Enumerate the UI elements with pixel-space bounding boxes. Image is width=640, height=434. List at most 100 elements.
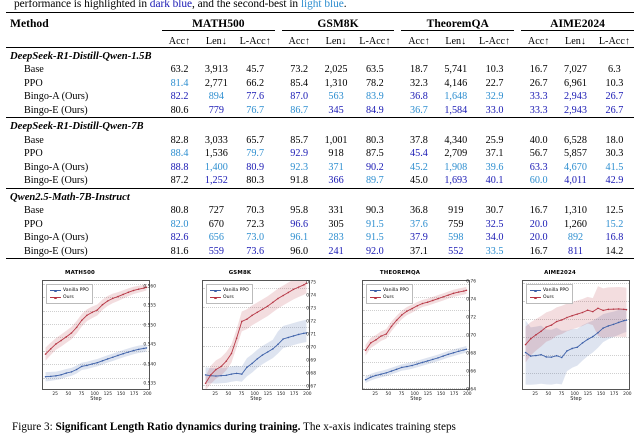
table-cell: 26.7 xyxy=(529,77,548,89)
data-point xyxy=(416,363,419,365)
table-cell: 33.0 xyxy=(485,105,504,117)
data-point xyxy=(406,310,408,312)
y-axis-tick-label: 0.76 xyxy=(466,279,476,285)
table-cell: 60.0 xyxy=(529,175,548,187)
table-cell: 91.8 xyxy=(290,175,309,187)
data-point xyxy=(452,352,455,354)
confidence-band xyxy=(525,308,627,385)
table-cell: 1,584 xyxy=(444,105,468,117)
x-axis-tick-label: 25 xyxy=(532,392,538,397)
data-point xyxy=(411,307,413,310)
confidence-band xyxy=(205,319,307,384)
data-point xyxy=(463,349,465,351)
table-cell: 10.3 xyxy=(605,77,624,89)
data-point xyxy=(305,282,308,285)
table-cell: 88.8 xyxy=(170,161,189,173)
x-axis-tick-label: 150 xyxy=(116,392,126,397)
data-point xyxy=(400,314,403,316)
table-cell: 811 xyxy=(568,245,583,257)
figure-gsm8k: GSM8K 0.535 0.540 0.545 0.550 0.555 0.560 Vanil… xyxy=(143,268,320,418)
table-cell: 18.0 xyxy=(605,134,624,146)
gridline xyxy=(203,365,309,367)
data-point xyxy=(96,361,99,364)
data-point xyxy=(122,293,124,296)
header-gap xyxy=(394,13,401,31)
gridline xyxy=(203,287,309,289)
data-point xyxy=(225,374,228,377)
data-point xyxy=(75,326,78,329)
data-point xyxy=(524,343,527,346)
data-point xyxy=(442,355,444,357)
table-cell: 40.0 xyxy=(529,134,548,146)
table-cell: 241 xyxy=(328,245,344,257)
data-point xyxy=(421,302,424,305)
table-cell: 7,027 xyxy=(564,64,587,76)
gridline xyxy=(43,323,149,325)
data-point xyxy=(137,348,140,351)
subheader-len-3: Len↓ xyxy=(565,36,586,47)
x-axis-tick-label: 175 xyxy=(609,392,619,397)
table-cell: 6,961 xyxy=(564,77,587,89)
y-axis-tick-label: 0.70 xyxy=(466,333,476,339)
data-point xyxy=(465,289,468,292)
data-point xyxy=(55,375,57,377)
data-point xyxy=(560,356,563,359)
data-point xyxy=(251,314,253,317)
confidence-band xyxy=(525,286,627,363)
table-group-rule-row xyxy=(6,30,634,31)
data-point xyxy=(91,311,93,314)
y-axis-tick-label: 0.74 xyxy=(306,293,316,299)
table-cell: 4,011 xyxy=(564,175,587,187)
table-cell: 6,528 xyxy=(564,134,587,146)
data-point xyxy=(282,294,284,297)
legend-item: Vanilla PPO xyxy=(210,287,249,294)
data-point xyxy=(597,331,599,334)
table-cell: 4,670 xyxy=(564,161,587,173)
data-point xyxy=(106,358,109,360)
data-point xyxy=(625,319,628,321)
table-bottom-rule xyxy=(6,258,634,262)
table-cell: 90.3 xyxy=(365,205,384,217)
figure-caption: Figure 3: Significant Length Ratio dynam… xyxy=(12,421,630,434)
x-axis-title: Step xyxy=(570,396,582,402)
table-cell: 96.0 xyxy=(290,245,309,257)
row-method-label: Bingo-E (Ours) xyxy=(24,175,88,187)
subheader-acc-1: Acc↑ xyxy=(288,36,310,47)
x-axis-tick-label: 125 xyxy=(583,392,593,397)
data-point xyxy=(385,333,388,335)
data-point xyxy=(369,342,372,344)
subheader-lacc-0: L-Acc↑ xyxy=(239,36,271,47)
table-cell: 16.7 xyxy=(529,245,548,257)
row-method-label: Base xyxy=(24,134,44,146)
table-cell: 90.2 xyxy=(365,161,384,173)
series-layer xyxy=(204,281,308,389)
data-point xyxy=(566,316,568,319)
data-point xyxy=(137,288,140,290)
data-point xyxy=(395,319,398,322)
y-axis-tick-label: 0.73 xyxy=(306,306,316,312)
table-cell: 37.9 xyxy=(410,232,428,244)
table-cell: 3,033 xyxy=(204,134,228,146)
data-point xyxy=(437,297,439,300)
legend-label: Vanilla PPO xyxy=(383,288,409,293)
gridline xyxy=(363,361,469,363)
plot-area: Vanilla PPO Ours xyxy=(202,280,310,390)
table-row: Bingo-E (Ours) 81.6 559 73.6 96.0 241 92.0 37.1… xyxy=(6,245,634,259)
table-cell: 2,709 xyxy=(444,148,468,160)
x-axis-title: Step xyxy=(410,396,422,402)
table-cell: 33.5 xyxy=(485,245,504,257)
gridline xyxy=(43,297,149,299)
data-point xyxy=(581,311,584,314)
table-cell: 63.3 xyxy=(529,161,548,173)
table-header-row: Method MATH500 GSM8K TheoremQA AIME2024 xyxy=(6,12,634,31)
y-axis-tick-label: 0.535 xyxy=(143,381,156,387)
figure-math500: MATH5000.680.690.700.710.720.730.740.750… xyxy=(0,268,160,418)
data-point xyxy=(463,290,465,292)
data-point xyxy=(220,365,222,368)
data-point xyxy=(529,355,532,357)
gridline xyxy=(363,348,469,350)
header-gap xyxy=(155,13,162,31)
data-point xyxy=(592,335,594,338)
chart-title: THEOREMQA xyxy=(379,270,421,276)
data-point xyxy=(303,332,305,335)
